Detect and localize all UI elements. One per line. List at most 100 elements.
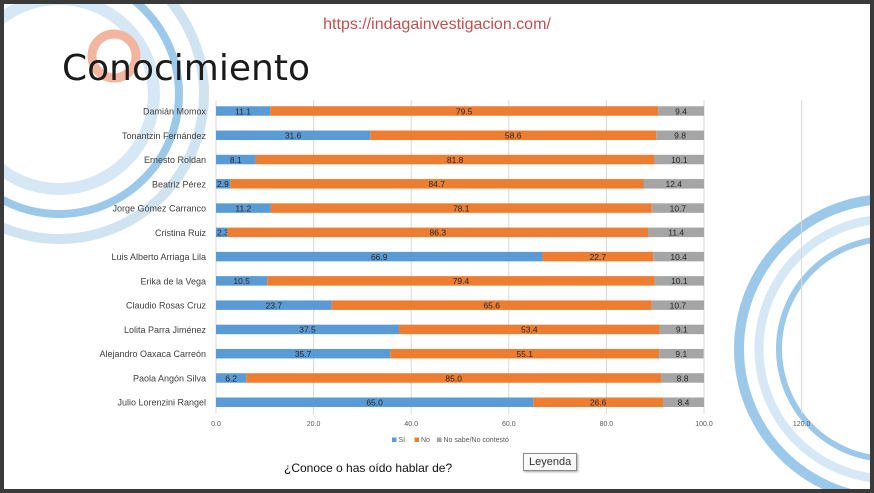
decor-arc-bottom-right-outer (734, 195, 870, 489)
category-label: Erika de la Vega (140, 276, 206, 286)
data-label: 84.7 (429, 179, 446, 189)
legend-label: Sí (399, 437, 406, 444)
bar-segment (270, 106, 659, 116)
category-label: Luis Alberto Arriaga Lila (111, 252, 206, 262)
bar-segment (399, 324, 660, 335)
data-label: 35.7 (295, 349, 312, 359)
bar-segment (331, 300, 652, 310)
data-label: 85.0 (445, 373, 462, 383)
bar-segment (542, 251, 654, 262)
decor-arc-bottom-right-inner (776, 237, 870, 461)
category-label: Claudio Rosas Cruz (126, 301, 207, 311)
x-tick-label: 120.0 (793, 421, 811, 428)
bar-segment (661, 373, 704, 383)
category-label: Julio Lorenzini Rangel (117, 398, 206, 408)
bar-segment (216, 276, 268, 286)
bar-segment (659, 324, 704, 335)
data-label: 53.4 (521, 325, 538, 335)
bar-segment (227, 227, 649, 238)
bar-segment (216, 130, 371, 141)
bar-segment (216, 106, 271, 116)
bar-segment (246, 373, 662, 383)
bar-segment (270, 203, 652, 213)
bar-segment (663, 397, 704, 407)
category-label: Ernesto Roldan (144, 155, 206, 165)
data-label: 37.5 (299, 325, 316, 335)
data-label: 86.3 (430, 228, 447, 238)
data-label: 10.1 (671, 276, 688, 286)
data-label: 22.7 (590, 252, 607, 262)
data-label: 65.0 (366, 398, 383, 408)
bar-segment (216, 154, 256, 165)
bar-segment (654, 276, 704, 286)
bar-segment (216, 203, 271, 213)
website-url[interactable]: https://indagainvestigacion.com/ (323, 16, 551, 33)
category-label: Jorge Gómez Carranco (112, 204, 206, 214)
data-label: 81.8 (447, 155, 464, 165)
bar-segment (654, 154, 704, 165)
bar-segment (648, 227, 704, 238)
x-tick-label: 80.0 (600, 421, 614, 428)
category-label: Cristina Ruiz (155, 228, 207, 238)
slide-title: Conocimiento (62, 48, 310, 89)
data-label: 2.9 (217, 179, 229, 189)
data-label: 79.4 (453, 276, 470, 286)
category-label: Lolita Parra Jiménez (124, 325, 207, 335)
slide: https://indagainvestigacion.com/ Conocim… (4, 4, 870, 489)
data-label: 12.4 (665, 179, 682, 189)
stacked-bar-chart: 0.0 20.0 40.0 60.0 80.0 100.0 120.0 Damián Momo… (99, 100, 811, 444)
x-tick-label: 100.0 (695, 421, 713, 428)
data-label: 6.2 (225, 373, 237, 383)
category-label: Beatriz Pérez (152, 179, 207, 189)
bar-segment (230, 179, 644, 189)
bar-segment (267, 276, 655, 286)
data-label: 8.8 (677, 373, 689, 383)
legend-label: No (421, 437, 430, 444)
data-label: 11.2 (235, 203, 251, 213)
legend-swatch (414, 437, 419, 442)
category-label: Tonantzin Fernández (122, 131, 207, 141)
category-label: Alejandro Oaxaca Carreón (99, 349, 206, 359)
data-label: 10.7 (670, 300, 687, 310)
decor-ring-salmon (87, 29, 141, 83)
data-label: 2.3 (217, 228, 229, 238)
decor-arc-top-left-outer (4, 4, 209, 244)
bar-segment (656, 130, 704, 141)
x-tick-label: 40.0 (404, 421, 418, 428)
bar-segment (216, 324, 399, 335)
bar-segment (643, 179, 704, 189)
category-label: Damián Momox (143, 107, 207, 117)
data-label: 65.6 (483, 300, 500, 310)
data-label: 8.4 (678, 398, 690, 408)
data-label: 9.8 (674, 131, 686, 141)
bar-segment (651, 300, 704, 310)
data-label: 11.4 (668, 228, 684, 238)
bar-segment (216, 300, 332, 310)
data-label: 26.6 (590, 398, 607, 408)
decor-arc-top-left-inner (4, 4, 160, 195)
x-tick-label: 60.0 (502, 421, 516, 428)
x-tick-label: 0.0 (211, 421, 221, 428)
bar-segment (255, 154, 655, 165)
bar-segment (216, 251, 543, 262)
data-label: 9.1 (675, 349, 687, 359)
decorative-arcs (4, 4, 870, 489)
decor-arc-top-left-mid (4, 4, 183, 218)
decor-arc-bottom-right-mid (754, 215, 870, 483)
legend-button[interactable]: Leyenda (523, 453, 578, 471)
data-label: 66.9 (371, 252, 388, 262)
bar-segment (658, 106, 704, 116)
data-label: 10.5 (233, 276, 250, 286)
bar-segment (651, 203, 704, 213)
data-label: 8.1 (230, 155, 242, 165)
bar-segment (216, 348, 391, 359)
legend-swatch (392, 437, 397, 442)
data-label: 78.1 (453, 203, 470, 213)
x-tick-label: 20.0 (307, 421, 321, 428)
bar-segment (653, 251, 704, 262)
data-label: 23.7 (266, 300, 283, 310)
bar-segment (390, 348, 660, 359)
bar-segment (216, 373, 247, 383)
legend-swatch (437, 437, 442, 442)
category-label: Paola Angón Silva (133, 373, 206, 383)
